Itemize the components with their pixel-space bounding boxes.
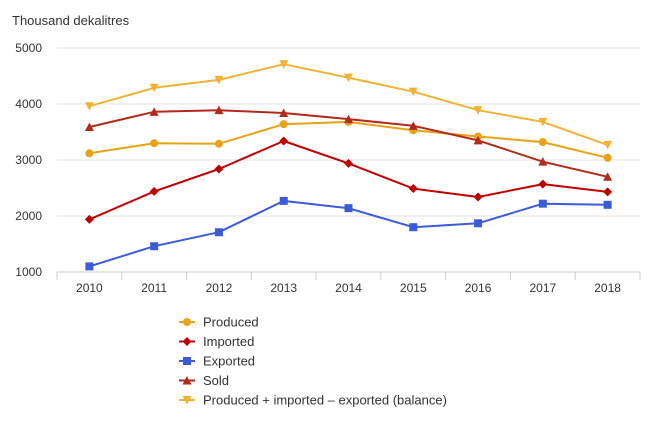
x-tick-label: 2014 [335,281,362,295]
legend-label: Produced + imported – exported (balance) [203,393,447,408]
series-5 [84,60,613,150]
data-point [150,242,159,251]
data-point [408,184,418,194]
x-tick-label: 2011 [141,281,167,295]
legend-label: Imported [203,334,254,349]
legend-marker [182,337,192,346]
grid-layer [57,47,640,217]
legend-label: Produced [203,315,259,330]
data-point [214,139,223,148]
data-point [409,223,418,232]
data-point [538,117,548,127]
data-point [408,121,418,130]
data-point [603,153,612,162]
x-tick-label: 2012 [206,281,233,295]
data-point [279,196,288,205]
data-point [84,102,94,111]
x-tick-label: 2017 [529,281,556,295]
y-tick-label: 4000 [15,97,42,111]
data-point [408,87,418,97]
series-layer [84,60,613,271]
data-point [150,139,159,148]
series-2 [84,136,613,224]
data-point [85,262,94,271]
data-point [149,107,159,116]
data-point [279,60,289,69]
y-tick-label: 5000 [15,41,42,55]
x-tick-label: 2013 [270,281,297,295]
y-tick-label: 1000 [15,265,42,279]
series-line [88,120,609,159]
x-tick-label: 2016 [465,281,492,295]
y-axis-title: Thousand dekalitres [12,13,130,28]
data-point [214,75,224,85]
legend-label: Exported [203,354,255,369]
y-tick-label: 3000 [15,153,42,167]
data-point [279,136,289,146]
data-point [538,199,547,208]
data-point [473,135,483,145]
series-4 [84,105,613,181]
legend-marker [182,396,192,405]
data-point [603,140,613,150]
legend-item: Exported [179,354,255,369]
x-tick-label: 2018 [594,281,621,295]
legend-item: Produced [179,315,259,330]
y-tick-label: 2000 [15,209,42,223]
data-point [474,219,483,228]
x-tick-label: 2015 [400,281,427,295]
legend-marker [182,376,192,385]
data-point [603,200,612,209]
data-point [214,228,223,237]
data-point [538,138,547,147]
data-point [344,158,353,168]
data-point [279,120,288,129]
series-3 [85,196,612,271]
legend-marker [183,357,191,365]
data-point [538,179,548,189]
legend-item: Imported [179,334,254,349]
data-point [149,186,159,196]
legend: Produced Imported Exported Sold Produced + i… [179,315,447,408]
data-point [344,73,353,83]
data-point [344,114,353,124]
data-point [279,108,289,117]
data-point [603,172,613,181]
data-point [84,214,94,224]
data-point [603,187,613,197]
series-1 [85,117,612,162]
x-tick-label: 2010 [76,281,103,295]
legend-marker [183,318,191,326]
data-point [538,157,548,166]
legend-item: Sold [179,373,229,388]
legend-item: Produced + imported – exported (balance) [179,393,447,408]
data-point [149,83,159,93]
data-point [85,149,94,158]
axis-layer: 1000 2000 3000 4000 5000 2010 2011 2012 2013 2014… [15,41,641,295]
data-point [473,106,483,115]
data-point [84,122,94,131]
legend-label: Sold [203,373,229,388]
data-point [473,192,483,202]
data-point [214,105,224,115]
data-point [344,204,353,213]
data-point [214,164,224,174]
